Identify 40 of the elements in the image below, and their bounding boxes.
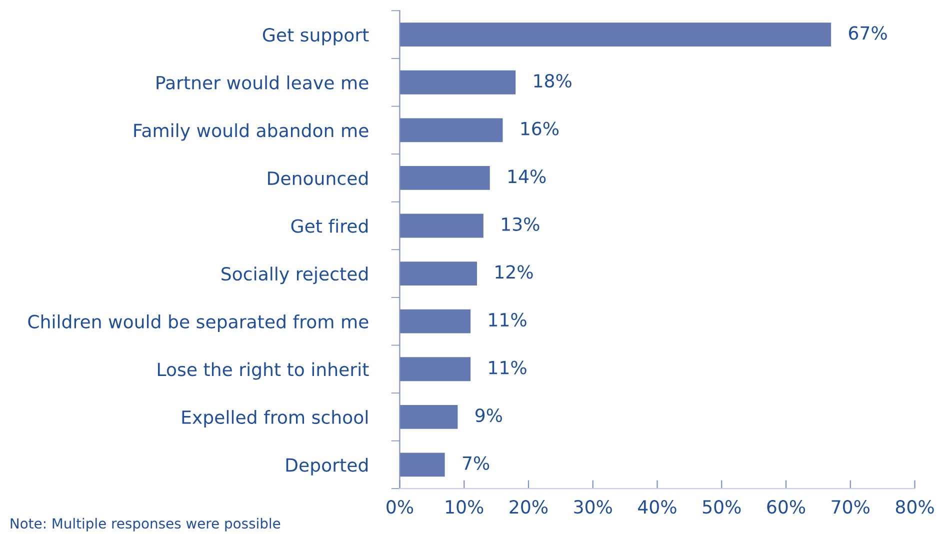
data-label: 7% <box>462 456 490 470</box>
bar <box>400 262 477 286</box>
bar <box>400 357 471 382</box>
data-label: 14% <box>508 170 546 184</box>
bar <box>400 452 445 477</box>
y-tick-label: Partner would leave me <box>156 76 368 90</box>
bar <box>400 309 471 334</box>
bar <box>400 70 516 94</box>
bar <box>400 166 490 190</box>
bar <box>400 22 832 47</box>
x-tick-label: 50% <box>702 500 741 514</box>
bar <box>400 118 503 142</box>
y-tick-label: Denounced <box>268 171 368 186</box>
x-tick-label: 20% <box>510 500 548 514</box>
x-tick-label: 80% <box>896 500 934 514</box>
data-label: 16% <box>521 122 559 136</box>
x-tick-label: 10% <box>446 500 484 514</box>
y-tick-label: Get fired <box>291 218 368 233</box>
x-tick-label: 60% <box>767 500 806 514</box>
bar <box>400 404 458 429</box>
data-label: 9% <box>475 408 502 422</box>
text: Note: Multiple responses were possible <box>10 518 280 532</box>
bar <box>400 214 484 238</box>
y-tick-label: Get support <box>262 28 369 46</box>
y-tick-label: Expelled from school <box>182 410 368 428</box>
data-label: 18% <box>534 74 572 88</box>
y-tick-label: Family would abandon me <box>134 123 368 141</box>
x-tick-label: 30% <box>574 500 612 514</box>
x-tick-label: 40% <box>638 500 676 514</box>
y-tick-label: Socially rejected <box>222 266 368 284</box>
y-tick-label: Children would be separated from me <box>28 314 368 332</box>
data-label: 13% <box>502 217 540 231</box>
y-tick-label: Deported <box>286 458 368 476</box>
x-tick-label: 70% <box>832 500 870 514</box>
data-label: 11% <box>489 360 526 374</box>
y-tick-label: Lose the right to inherit <box>158 362 369 380</box>
data-label: 12% <box>496 265 533 279</box>
data-label: 11% <box>489 312 526 327</box>
data-label: 67% <box>848 26 887 40</box>
x-tick-label: 0% <box>386 500 414 514</box>
